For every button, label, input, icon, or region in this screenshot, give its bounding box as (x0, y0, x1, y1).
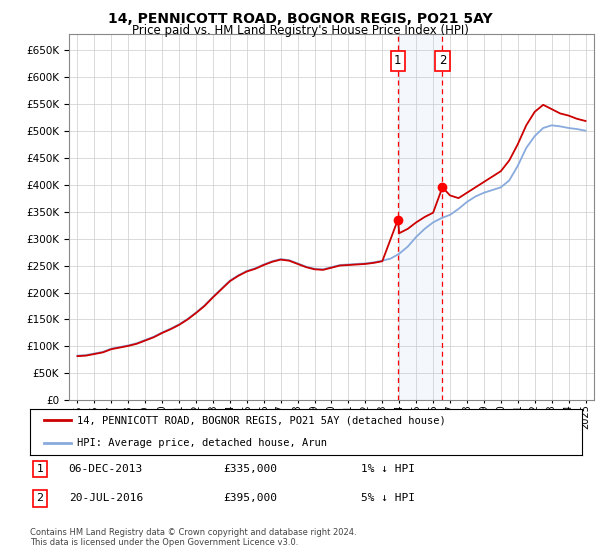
Text: 14, PENNICOTT ROAD, BOGNOR REGIS, PO21 5AY (detached house): 14, PENNICOTT ROAD, BOGNOR REGIS, PO21 5… (77, 416, 446, 425)
Text: £395,000: £395,000 (223, 493, 277, 503)
Text: Price paid vs. HM Land Registry's House Price Index (HPI): Price paid vs. HM Land Registry's House … (131, 24, 469, 36)
Text: £335,000: £335,000 (223, 464, 277, 474)
Text: 14, PENNICOTT ROAD, BOGNOR REGIS, PO21 5AY: 14, PENNICOTT ROAD, BOGNOR REGIS, PO21 5… (107, 12, 493, 26)
Text: 5% ↓ HPI: 5% ↓ HPI (361, 493, 415, 503)
Text: 20-JUL-2016: 20-JUL-2016 (68, 493, 143, 503)
Text: 2: 2 (439, 54, 446, 67)
Text: HPI: Average price, detached house, Arun: HPI: Average price, detached house, Arun (77, 438, 327, 448)
Text: 06-DEC-2013: 06-DEC-2013 (68, 464, 143, 474)
Text: Contains HM Land Registry data © Crown copyright and database right 2024.
This d: Contains HM Land Registry data © Crown c… (30, 528, 356, 547)
Text: 1% ↓ HPI: 1% ↓ HPI (361, 464, 415, 474)
Bar (398, 34, 442, 400)
Text: 1: 1 (37, 464, 43, 474)
Text: 1: 1 (394, 54, 401, 67)
Text: 2: 2 (37, 493, 43, 503)
